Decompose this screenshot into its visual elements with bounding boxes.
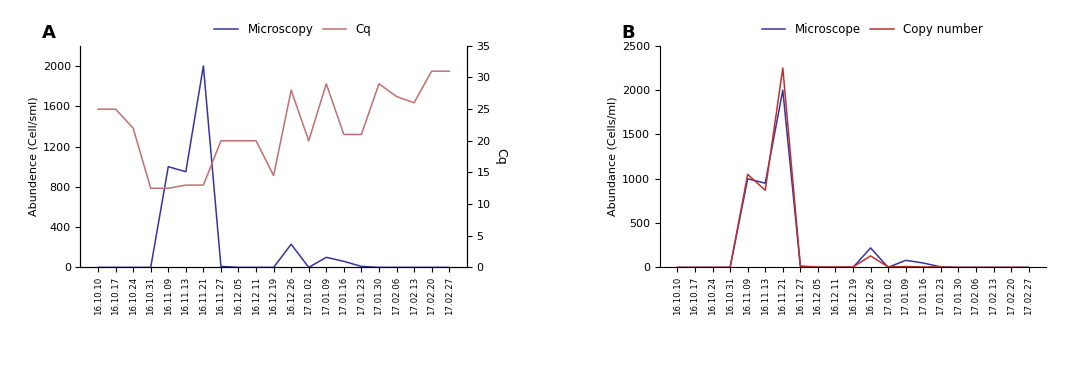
Microscope (847, 265, 859, 270)
Cq (179, 183, 192, 188)
Cq (127, 126, 139, 130)
Cq (91, 107, 104, 112)
Microscopy (391, 265, 403, 270)
Copy number (811, 265, 824, 269)
Copy number (1023, 265, 1035, 270)
Copy number (882, 265, 895, 269)
Cq (303, 139, 315, 143)
Microscopy (284, 242, 297, 246)
Microscope (671, 265, 684, 270)
Y-axis label: Cq: Cq (495, 148, 508, 165)
Cq (391, 94, 403, 99)
Microscopy (320, 255, 333, 260)
Microscope (882, 265, 895, 270)
Microscope (864, 246, 877, 250)
Microscopy (144, 265, 157, 270)
Cq (425, 69, 438, 73)
Y-axis label: Abundence (Cell/sml): Abundence (Cell/sml) (29, 97, 39, 217)
Copy number (671, 265, 684, 270)
Microscopy (425, 265, 438, 270)
Microscope (970, 265, 983, 270)
Copy number (952, 265, 965, 270)
Copy number (987, 265, 1000, 270)
Text: B: B (621, 24, 635, 42)
Line: Microscopy: Microscopy (98, 66, 450, 267)
Copy number (899, 264, 912, 269)
Microscope (777, 88, 790, 92)
Microscopy (197, 64, 210, 68)
Microscopy (232, 265, 245, 270)
Microscope (741, 176, 754, 181)
Copy number (916, 265, 929, 269)
Microscopy (250, 265, 263, 270)
Microscopy (127, 265, 139, 270)
Microscopy (372, 265, 385, 270)
Microscope (723, 265, 736, 270)
Copy number (1004, 265, 1017, 270)
Microscopy (179, 170, 192, 174)
Microscope (1004, 265, 1017, 270)
Cq (109, 107, 122, 112)
Legend: Microscopy, Cq: Microscopy, Cq (209, 18, 377, 41)
Microscope (759, 181, 771, 186)
Cq (144, 186, 157, 191)
Line: Microscope: Microscope (677, 90, 1029, 267)
Copy number (723, 265, 736, 270)
Cq (215, 139, 227, 143)
Cq (284, 88, 297, 92)
Cq (267, 173, 280, 178)
Line: Copy number: Copy number (677, 68, 1029, 267)
Microscope (811, 265, 824, 270)
Cq (232, 139, 245, 143)
Cq (250, 139, 263, 143)
Microscopy (443, 265, 456, 270)
Copy number (777, 66, 790, 70)
Copy number (741, 172, 754, 176)
Copy number (970, 265, 983, 270)
Copy number (847, 265, 859, 269)
Copy number (706, 265, 719, 270)
Microscope (689, 265, 702, 270)
Microscopy (162, 164, 175, 169)
Copy number (759, 188, 771, 193)
Microscopy (337, 259, 350, 264)
Microscopy (109, 265, 122, 270)
Microscope (916, 261, 929, 265)
Microscope (935, 265, 947, 269)
Cq (197, 183, 210, 188)
Cq (443, 69, 456, 73)
Y-axis label: Abundance (Cells/ml): Abundance (Cells/ml) (608, 97, 618, 217)
Copy number (935, 265, 947, 269)
Microscope (952, 265, 965, 270)
Microscope (987, 265, 1000, 270)
Microscope (829, 265, 842, 270)
Microscope (794, 264, 807, 269)
Copy number (689, 265, 702, 270)
Legend: Microscope, Copy number: Microscope, Copy number (756, 18, 988, 41)
Cq (337, 132, 350, 137)
Cq (320, 81, 333, 86)
Cq (355, 132, 368, 137)
Cq (408, 100, 421, 105)
Microscope (706, 265, 719, 270)
Microscopy (215, 264, 227, 269)
Copy number (864, 254, 877, 258)
Text: A: A (42, 24, 56, 42)
Cq (372, 81, 385, 86)
Copy number (794, 264, 807, 269)
Microscope (1023, 265, 1035, 270)
Microscopy (355, 264, 368, 269)
Cq (162, 186, 175, 191)
Microscope (899, 258, 912, 262)
Microscopy (267, 265, 280, 270)
Microscopy (408, 265, 421, 270)
Line: Cq: Cq (98, 71, 450, 188)
Copy number (829, 265, 842, 269)
Microscopy (91, 265, 104, 270)
Microscopy (303, 265, 315, 270)
